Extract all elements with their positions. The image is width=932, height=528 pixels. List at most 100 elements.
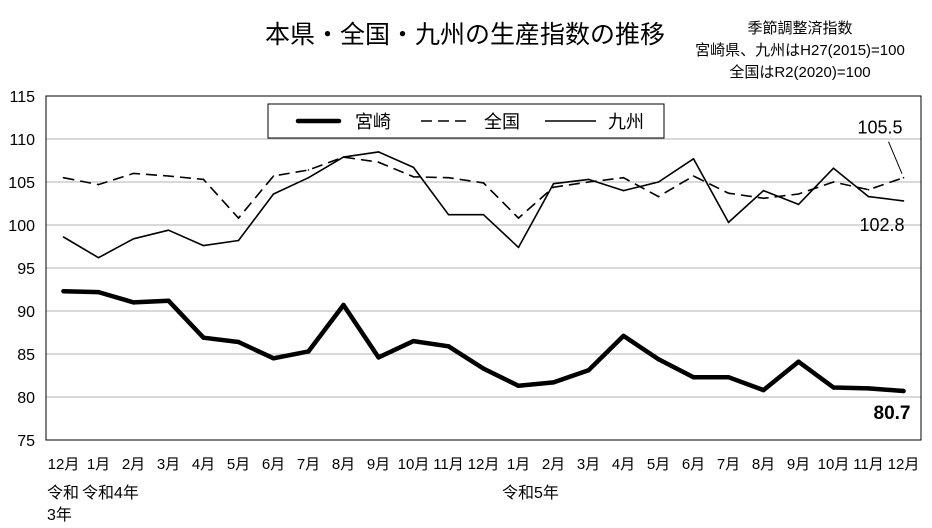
- y-tick-label: 100: [8, 218, 35, 235]
- data-point: [412, 176, 415, 178]
- chart-note: 全国はR2(2020)=100: [729, 63, 870, 81]
- data-point: [236, 339, 241, 345]
- x-tick-label: 4月: [612, 456, 635, 473]
- chart-note: 季節調整済指数: [747, 19, 852, 37]
- data-point: [692, 175, 695, 177]
- x-tick-label: 11月: [433, 456, 464, 473]
- kyushu-end-value-label: 102.8: [859, 215, 904, 235]
- data-point: [306, 349, 311, 354]
- x-tick-label: 11月: [853, 456, 884, 473]
- data-point: [622, 176, 625, 179]
- data-point: [131, 300, 136, 305]
- data-point: [902, 200, 905, 202]
- data-point: [201, 335, 206, 340]
- data-point: [762, 189, 765, 192]
- year-label: 令和3年: [47, 485, 80, 524]
- end-value-labels: 80.7 105.5 102.8: [857, 118, 910, 424]
- x-tick-label: 1月: [507, 456, 530, 473]
- gridlines: [46, 95, 921, 441]
- x-tick-label: 5月: [227, 456, 250, 473]
- x-axis-labels: 12月 1月 2月 3月 4月 5月 6月 7月 8月 9月 10月 11月 12月 1月 2月 3月 4月 5月…: [48, 456, 920, 473]
- data-point: [517, 217, 520, 219]
- national-series-line: [63, 156, 904, 220]
- data-point: [621, 333, 626, 339]
- data-point: [832, 167, 835, 169]
- x-tick-label: 3月: [157, 456, 180, 473]
- y-tick-label: 85: [17, 347, 35, 364]
- data-point: [62, 176, 65, 179]
- legend-label-national: 全国: [484, 112, 520, 132]
- data-point: [867, 195, 870, 198]
- year-label: 令和5年: [502, 485, 559, 502]
- data-point: [481, 366, 486, 371]
- data-point: [551, 380, 556, 385]
- data-point: [657, 181, 660, 183]
- data-point: [202, 244, 205, 247]
- data-point: [307, 176, 310, 179]
- data-point: [167, 175, 170, 177]
- data-point: [797, 193, 800, 195]
- data-point: [727, 192, 730, 194]
- x-tick-label: 3月: [577, 456, 600, 473]
- x-tick-label: 10月: [818, 456, 850, 473]
- chart-title: 本県・全国・九州の生産指数の推移: [265, 21, 665, 49]
- data-point: [412, 166, 415, 169]
- data-point: [167, 229, 170, 231]
- data-point: [867, 188, 870, 191]
- data-point: [97, 183, 100, 186]
- data-point: [517, 246, 520, 249]
- legend-label-kyushu: 九州: [608, 112, 644, 132]
- y-tick-label: 75: [17, 433, 35, 450]
- data-point: [482, 182, 485, 184]
- data-point: [797, 203, 800, 206]
- data-point: [796, 359, 801, 364]
- data-point: [727, 221, 730, 224]
- chart-note: 宮崎県、九州はH27(2015)=100: [695, 42, 905, 59]
- data-point: [376, 355, 381, 360]
- x-tick-label: 10月: [398, 456, 430, 473]
- data-point: [377, 151, 380, 153]
- data-point: [411, 338, 416, 344]
- data-point: [762, 197, 765, 200]
- national-end-value-label: 105.5: [857, 118, 902, 138]
- data-point: [761, 387, 766, 393]
- y-tick-label: 80: [17, 390, 35, 407]
- data-point: [622, 189, 625, 192]
- data-point: [587, 178, 590, 181]
- data-point: [377, 161, 380, 163]
- data-point: [516, 383, 521, 388]
- x-tick-label: 9月: [787, 456, 810, 473]
- legend: 宮崎 全国 九州: [267, 103, 665, 139]
- y-tick-label: 90: [17, 304, 35, 321]
- data-point: [691, 375, 696, 380]
- y-axis-labels: 75 80 85 90 95 100 105 110 115: [8, 89, 35, 450]
- label-leader-line: [888, 141, 903, 174]
- data-point: [446, 344, 451, 349]
- data-point: [132, 238, 135, 240]
- data-point: [272, 193, 275, 195]
- year-label: 令和4年: [82, 485, 139, 502]
- data-point: [62, 236, 65, 238]
- plot-area-frame: [45, 95, 922, 441]
- data-point: [447, 213, 450, 216]
- data-point: [866, 386, 871, 391]
- x-tick-label: 1月: [87, 456, 110, 473]
- x-tick-label: 5月: [647, 456, 670, 473]
- x-tick-label: 9月: [367, 456, 390, 473]
- data-point: [482, 213, 485, 216]
- data-point: [657, 195, 660, 198]
- x-tick-label: 4月: [192, 456, 215, 473]
- y-tick-label: 115: [9, 89, 35, 106]
- data-point: [726, 375, 731, 380]
- data-point: [656, 357, 661, 362]
- data-point: [132, 172, 135, 175]
- y-tick-label: 105: [8, 175, 35, 192]
- data-point: [61, 289, 66, 294]
- data-point: [447, 176, 450, 179]
- x-tick-label: 2月: [122, 456, 145, 473]
- data-point: [342, 156, 345, 158]
- data-point: [586, 368, 591, 373]
- data-point: [552, 186, 555, 188]
